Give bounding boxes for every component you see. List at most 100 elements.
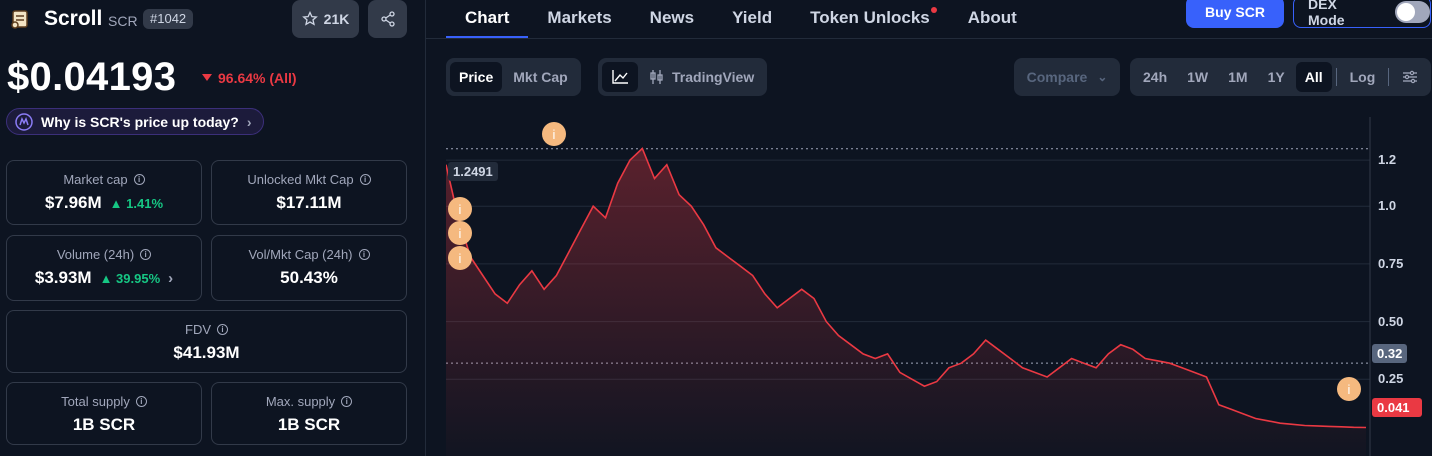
unlocked-mkt-cap-label: Unlocked Mkt Cap [247,172,354,187]
price-toggle[interactable]: Price [450,62,503,92]
event-marker-icon[interactable]: i [542,122,566,146]
volume-card[interactable]: Volume (24h) i $3.93M ▲ 39.95% › [6,235,202,301]
range-1w[interactable]: 1W [1187,69,1209,85]
info-icon[interactable]: i [135,396,147,407]
coin-name: Scroll [44,7,103,30]
coin-symbol: SCR [108,13,138,29]
line-chart-icon [612,70,628,84]
share-button[interactable] [368,0,407,38]
y-tick-label: 1.0 [1378,198,1397,214]
fdv-card: FDV i $41.93M [6,310,407,373]
vol-mkt-cap-card: Vol/Mkt Cap (24h) i 50.43% [211,235,407,301]
range-24h[interactable]: 24h [1143,69,1168,85]
volume-change: ▲ 39.95% [99,270,161,286]
tab-yield[interactable]: Yield [732,8,773,27]
price-change: 96.64% (All) [202,70,297,86]
range-switch: 24h 1W 1M 1Y All Log [1130,58,1432,96]
divider [1335,68,1337,86]
chart-type-switch: TradingView [598,58,768,96]
fdv-label: FDV [185,322,211,337]
current-price-label: 0.041 [1372,398,1422,417]
volume-label: Volume (24h) [56,247,135,262]
notification-dot [930,7,937,13]
reference-price-label: 0.32 [1372,344,1408,363]
why-price-button[interactable]: Why is SCR's price up today? › [6,108,265,135]
tradingview-toggle[interactable]: TradingView [640,62,763,92]
buy-button[interactable]: Buy SCR [1186,0,1284,28]
price-value: $0.04193 [7,55,177,99]
compare-label: Compare [1026,69,1088,85]
main-tabs: Chart Markets News Yield Token Unlocks A… [446,0,1036,38]
toggle-switch[interactable] [1394,1,1430,23]
fdv-value: $41.93M [173,343,240,362]
unlocked-mkt-cap-card: Unlocked Mkt Cap i $17.11M [211,160,407,225]
compare-dropdown[interactable]: Compare ⌄ [1014,58,1120,96]
unlocked-mkt-cap-value: $17.11M [276,193,342,212]
tab-about[interactable]: About [967,8,1017,27]
event-marker-icon[interactable]: i [1337,377,1361,401]
vol-mkt-cap-label: Vol/Mkt Cap (24h) [248,247,353,262]
range-all[interactable]: All [1295,62,1332,92]
share-icon [380,11,395,27]
info-icon[interactable]: i [133,174,145,185]
market-cap-card: Market cap i $7.96M ▲ 1.41% [6,160,202,225]
svg-text:i: i [1348,382,1351,397]
line-chart-toggle[interactable] [602,62,638,92]
dex-mode-toggle[interactable]: DEX Mode [1293,0,1431,28]
chevron-right-icon: › [168,269,174,287]
range-1y[interactable]: 1Y [1267,69,1285,85]
range-1m[interactable]: 1M [1228,69,1248,85]
tab-markets[interactable]: Markets [547,8,612,27]
rank-badge: #1042 [143,9,194,29]
tab-token-unlocks[interactable]: Token Unlocks [791,0,949,38]
market-cap-label: Market cap [63,172,128,187]
caret-down-icon [202,74,212,81]
vol-mkt-cap-value: 50.43% [280,268,338,287]
svg-text:i: i [459,251,462,266]
info-icon[interactable]: i [359,174,371,185]
star-icon [301,11,318,26]
dex-mode-label: DEX Mode [1308,0,1345,28]
market-cap-change: ▲ 1.41% [109,195,164,211]
mktcap-toggle[interactable]: Mkt Cap [513,69,568,85]
y-tick-label: 0.50 [1378,313,1404,329]
info-icon[interactable]: i [358,249,370,260]
candlestick-icon [650,70,663,84]
event-marker-icon[interactable]: i [448,246,472,270]
divider [426,38,1432,39]
tradingview-label: TradingView [672,69,755,85]
watchlist-button[interactable]: 21K [292,0,359,38]
svg-text:i: i [459,226,462,241]
price-area [446,148,1366,456]
divider [1388,68,1390,86]
tab-chart[interactable]: Chart [446,0,529,38]
sliders-icon [1403,70,1418,84]
watchlist-count: 21K [323,11,350,27]
total-supply-label: Total supply [61,394,130,409]
log-toggle[interactable]: Log [1349,69,1376,85]
svg-text:i: i [459,202,462,217]
svg-text:i: i [553,127,556,142]
max-supply-card: Max. supply i 1B SCR [211,382,407,445]
info-icon[interactable]: i [217,324,228,335]
max-supply-label: Max. supply [265,394,336,409]
info-icon[interactable]: i [140,249,152,260]
total-supply-value: 1B SCR [72,415,136,434]
scroll-logo-icon [11,10,28,29]
event-marker-icon[interactable]: i [448,197,472,221]
price-change-value: 96.64% (All) [218,70,297,86]
price-mktcap-switch: Price Mkt Cap [446,58,581,96]
info-icon[interactable]: i [341,396,353,407]
y-tick-label: 1.2 [1378,152,1397,168]
ai-sparkle-icon [15,112,33,131]
settings-button[interactable] [1393,62,1427,92]
chevron-down-icon: ⌄ [1097,70,1108,84]
tab-news[interactable]: News [649,8,695,27]
market-cap-value: $7.96M [44,193,102,212]
event-marker-icon[interactable]: i [448,221,472,245]
max-supply-value: 1B SCR [277,415,341,434]
high-price-label: 1.2491 [448,162,498,181]
y-tick-label: 0.25 [1378,371,1404,387]
